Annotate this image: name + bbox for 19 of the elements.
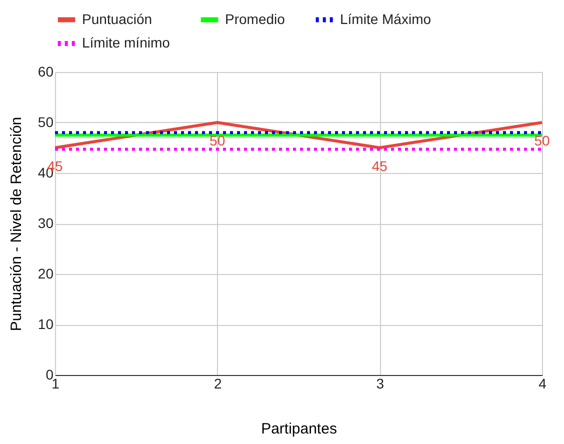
data-label: 50 — [210, 132, 226, 148]
legend-label: Límite Máximo — [340, 10, 432, 27]
y-tick-label: 50 — [38, 114, 54, 130]
y-tick-label: 0 — [46, 366, 54, 382]
y-tick-label: 10 — [38, 316, 54, 332]
legend-label: Promedio — [225, 10, 286, 27]
data-label: 50 — [534, 132, 550, 148]
legend-label: Puntuación — [82, 10, 152, 27]
y-tick-label: 30 — [38, 215, 54, 231]
x-tick-label: 3 — [376, 376, 384, 392]
x-tick-label: 1 — [52, 376, 60, 392]
legend-label: Límite mínimo — [82, 34, 170, 50]
y-tick-label: 60 — [38, 64, 54, 80]
x-tick-label: 2 — [214, 376, 222, 392]
x-axis-title: Partipantes — [261, 420, 337, 438]
x-tick-label: 4 — [538, 376, 547, 392]
y-axis-title: Puntuación - Nivel de Retención — [8, 116, 25, 332]
data-label: 45 — [372, 158, 388, 174]
y-tick-label: 20 — [38, 266, 54, 282]
